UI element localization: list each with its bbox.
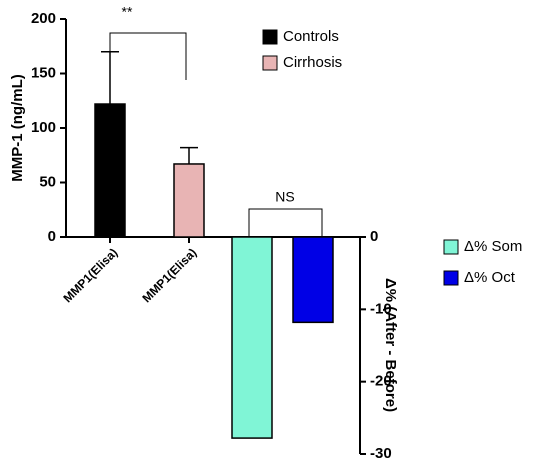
y-tick-label: -30: [370, 445, 392, 462]
annotation: **: [122, 4, 133, 20]
legend-swatch: [443, 270, 459, 286]
bar: [292, 236, 334, 324]
bracket: [248, 208, 323, 237]
bracket: [109, 32, 187, 80]
y-axis-label: MMP-1 (ng/mL): [9, 74, 26, 181]
significance-brackets: [109, 32, 323, 237]
y-tick-label: -20: [370, 373, 392, 390]
x-tick-label: MMP1(Elisa): [60, 245, 120, 305]
bar: [231, 236, 273, 439]
y-tick-label: 200: [31, 10, 56, 27]
y2-axis-label: Δ% (After - Before): [382, 278, 399, 412]
annotation: NS: [275, 189, 294, 205]
y-tick-label: 150: [31, 64, 56, 81]
legend-label: Cirrhosis: [283, 54, 342, 71]
legend-swatch: [443, 239, 459, 255]
legend-swatch: [262, 29, 278, 45]
legend-label: Δ% Oct: [464, 269, 516, 286]
bar: [173, 163, 205, 238]
y-tick-label: 100: [31, 119, 56, 136]
y-tick-label: -10: [370, 300, 392, 317]
legend-swatch: [262, 55, 278, 71]
legend-label: Controls: [283, 28, 339, 45]
error-bar: [180, 146, 198, 164]
bar: [94, 103, 126, 238]
y-tick-label: 0: [48, 228, 56, 245]
y-tick-label: 50: [39, 173, 56, 190]
legend-label: Δ% Som: [464, 238, 522, 255]
y-tick-label: 0: [370, 228, 378, 245]
x-tick-label: MMP1(Elisa): [139, 245, 199, 305]
error-bar: [101, 50, 119, 105]
